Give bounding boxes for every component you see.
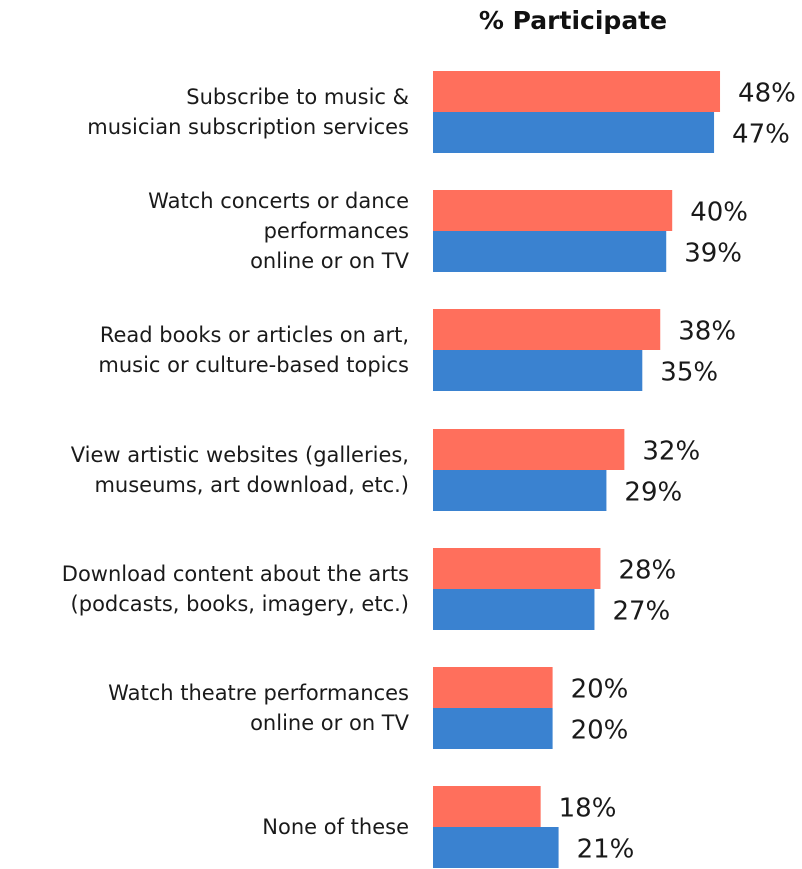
- data-label: 20%: [571, 716, 629, 746]
- data-label: 35%: [660, 358, 718, 388]
- category-label: Watch theatre performances online or on T…: [108, 681, 409, 735]
- bar-series-1: [433, 71, 721, 112]
- data-label: 20%: [571, 675, 629, 705]
- data-label: 48%: [738, 79, 796, 109]
- bar-series-1: [433, 667, 553, 708]
- data-label: 47%: [732, 120, 790, 150]
- bar-series-1: [433, 190, 673, 231]
- bar-series-1: [433, 309, 661, 350]
- bar-series-1: [433, 548, 601, 589]
- bar-series-2: [433, 589, 595, 630]
- data-label: 28%: [618, 556, 676, 586]
- data-label: 38%: [678, 317, 736, 347]
- data-label: 18%: [559, 794, 617, 824]
- bar-series-2: [433, 827, 559, 868]
- data-label: 40%: [690, 198, 748, 228]
- bar-series-1: [433, 429, 625, 470]
- bar-series-1: [433, 786, 541, 827]
- bar-series-2: [433, 470, 607, 511]
- data-label: 27%: [612, 597, 670, 627]
- category-label: View artistic websites (galleries, museum…: [71, 443, 409, 497]
- category-label: Subscribe to music & musician subscriptio…: [87, 85, 409, 139]
- data-label: 21%: [577, 835, 635, 865]
- chart-title: % Participate: [478, 6, 668, 35]
- bar-series-2: [433, 112, 715, 153]
- data-label: 29%: [624, 478, 682, 508]
- category-label: Download content about the arts (podcasts…: [62, 562, 409, 616]
- bar-series-2: [433, 231, 667, 272]
- data-label: 39%: [684, 239, 742, 269]
- bar-series-2: [433, 708, 553, 749]
- bar-series-2: [433, 350, 643, 391]
- data-label: 32%: [642, 437, 700, 467]
- category-label: Watch concerts or dance performances onlin…: [148, 189, 409, 273]
- category-label: None of these: [262, 815, 409, 839]
- category-label: Read books or articles on art, music or c…: [98, 323, 409, 377]
